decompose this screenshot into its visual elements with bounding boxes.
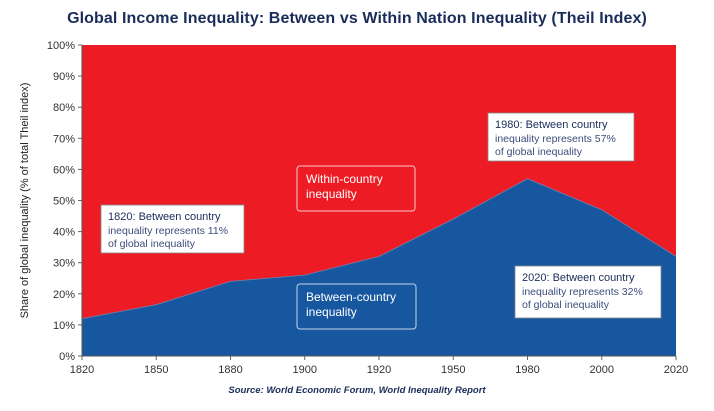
x-tick-label: 1920 — [367, 364, 391, 376]
y-tick-label: 40% — [53, 227, 75, 239]
callout-line: of global inequality — [108, 238, 196, 250]
y-tick-label: 0% — [59, 351, 75, 363]
callout-1980: 1980: Between country inequality represen… — [487, 112, 635, 162]
y-tick-label: 10% — [53, 320, 75, 332]
y-tick-label: 20% — [53, 289, 75, 301]
within-country-label-text: inequality — [306, 187, 357, 201]
y-axis-title: Share of global inequality (% of total T… — [19, 83, 31, 319]
y-tick-label: 60% — [53, 164, 75, 176]
callout-heading: 2020: Between country — [522, 272, 635, 284]
x-tick-label: 1820 — [70, 364, 94, 376]
chart-title: Global Income Inequality: Between vs Wit… — [67, 10, 647, 27]
y-tick-label: 80% — [53, 102, 75, 114]
x-tick-label: 1950 — [441, 364, 465, 376]
y-tick-label: 90% — [53, 71, 75, 83]
between-country-label-box — [296, 283, 417, 330]
callout-line: inequality represents 32% — [522, 286, 643, 298]
y-tick-label: 30% — [53, 258, 75, 270]
within-country-label-text: Within-country — [306, 172, 383, 186]
callout-line: of global inequality — [522, 299, 610, 311]
x-tick-label: 1850 — [144, 364, 168, 376]
x-tick-label: 1980 — [515, 364, 539, 376]
y-tick-label: 70% — [53, 133, 75, 145]
chart-source: Source: World Economic Forum, World Ineq… — [228, 385, 486, 396]
callout-heading: 1820: Between country — [108, 211, 221, 223]
callout-line: inequality represents 57% — [495, 133, 616, 145]
callout-box — [487, 112, 635, 162]
callout-1820: 1820: Between country inequality represen… — [100, 204, 245, 254]
y-tick-label: 100% — [47, 40, 75, 52]
between-country-label-text: inequality — [306, 305, 357, 319]
axes-layer: 0% 10% 20% 30% 40% 50% 60% 70% 80% 90% 100% 1820 185… — [19, 40, 688, 376]
callout-heading: 1980: Between country — [495, 119, 608, 131]
labels-layer: Within-countryinequalityBetween-countryi… — [296, 165, 417, 330]
callout-2020: 2020: Between country inequality represen… — [514, 265, 662, 319]
x-tick-label: 2020 — [664, 364, 688, 376]
series-boundary-line — [81, 178, 677, 320]
between-country-label-text: Between-country — [306, 290, 396, 304]
callout-line: inequality represents 11% — [108, 225, 228, 237]
callouts-layer: 1820: Between country inequality represen… — [100, 112, 662, 319]
y-tick-label: 50% — [53, 196, 75, 208]
x-tick-label: 1880 — [218, 364, 242, 376]
callout-line: of global inequality — [495, 146, 583, 158]
within-country-label-box — [296, 165, 416, 212]
callout-box — [100, 204, 245, 254]
x-tick-label: 1900 — [293, 364, 317, 376]
x-tick-label: 2000 — [590, 364, 614, 376]
callout-box — [514, 265, 662, 319]
